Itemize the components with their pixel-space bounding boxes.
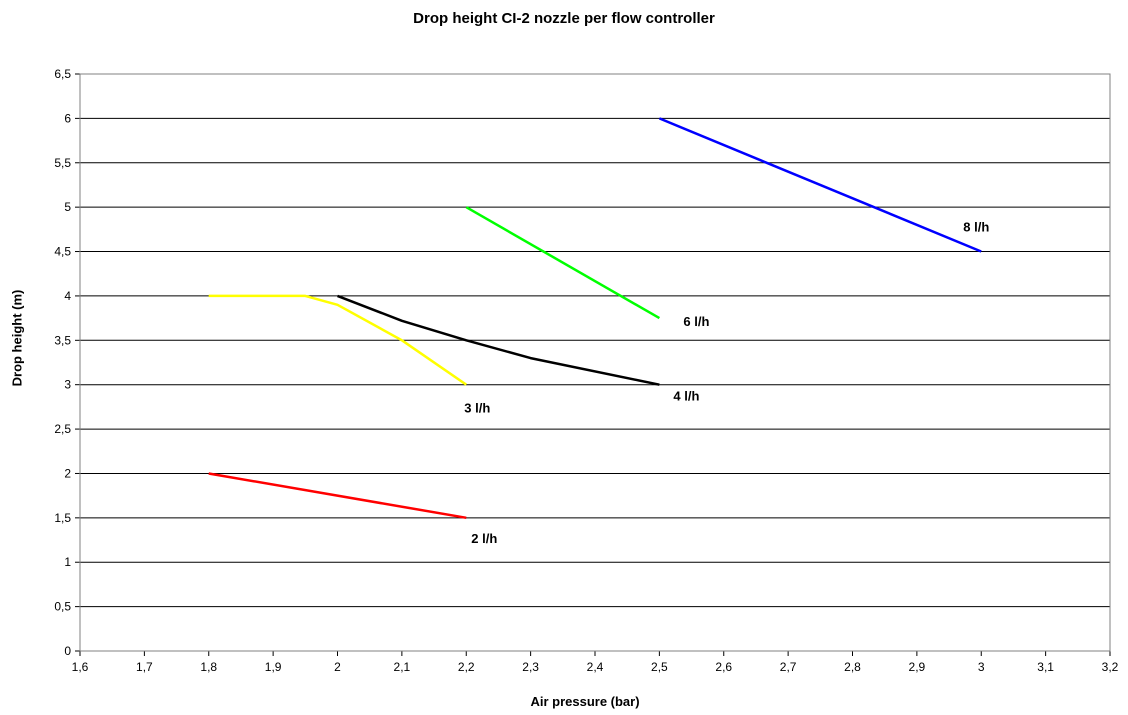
- x-tick-label: 2,7: [780, 660, 797, 674]
- x-tick-label: 3: [978, 660, 985, 674]
- series-line: [465, 206, 661, 320]
- x-axis-label: Air pressure (bar): [530, 694, 640, 709]
- x-tick-label: 2,9: [909, 660, 926, 674]
- series-label: 4 l/h: [673, 389, 699, 404]
- series-label: 6 l/h: [683, 314, 709, 329]
- y-tick-label: 0: [64, 644, 71, 658]
- chart-title: Drop height CI-2 nozzle per flow control…: [413, 10, 715, 27]
- gridlines: [80, 117, 1110, 608]
- x-tick-label: 2,3: [522, 660, 539, 674]
- x-tick-label: 2: [334, 660, 341, 674]
- x-tick-label: 1,9: [265, 660, 282, 674]
- series-line: [208, 472, 467, 520]
- x-tick-label: 2,6: [715, 660, 732, 674]
- y-tick-label: 4: [64, 289, 71, 303]
- series-label: 3 l/h: [464, 401, 490, 416]
- x-tick-label: 2,5: [651, 660, 668, 674]
- series-label: 8 l/h: [963, 220, 989, 235]
- y-tick-label: 3: [64, 378, 71, 392]
- y-tick-label: 2: [64, 466, 71, 480]
- y-tick-label: 5,5: [54, 156, 71, 170]
- y-tick-label: 0,5: [54, 600, 71, 614]
- y-tick-label: 5: [64, 200, 71, 214]
- series-labels: 2 l/h 3 l/h 4 l/h 6 l/h 8 l/h: [464, 220, 989, 546]
- x-tick-label: 2,8: [844, 660, 861, 674]
- plot-area-frame: [79, 73, 1111, 652]
- y-tick-label: 1: [64, 555, 71, 569]
- y-tick-label: 3,5: [54, 333, 71, 347]
- y-tick-label: 6,5: [54, 67, 71, 81]
- x-tick-label: 1,6: [72, 660, 89, 674]
- series-line: [658, 117, 982, 253]
- x-tick-label: 2,1: [394, 660, 411, 674]
- y-axis-ticks: 0 0,5 1 1,5 2 2,5 3 3,5 4 4,5 5 5,5 6 6,5: [54, 67, 80, 658]
- series-label: 2 l/h: [471, 531, 497, 546]
- x-tick-label: 2,4: [587, 660, 604, 674]
- y-tick-label: 6: [64, 111, 71, 125]
- series-lines: [208, 117, 982, 520]
- series-line: [337, 294, 660, 386]
- series-line: [208, 294, 468, 386]
- y-tick-label: 2,5: [54, 422, 71, 436]
- y-tick-label: 1,5: [54, 511, 71, 525]
- x-tick-label: 3,2: [1102, 660, 1119, 674]
- x-tick-label: 3,1: [1037, 660, 1054, 674]
- x-tick-label: 1,7: [136, 660, 153, 674]
- x-axis-ticks: 1,6 1,7 1,8 1,9 2 2,1 2,2 2,3 2,4 2,5 2,6 2,7 2,8 2,9…: [72, 651, 1119, 674]
- y-tick-label: 4,5: [54, 245, 71, 259]
- x-tick-label: 2,2: [458, 660, 475, 674]
- x-tick-label: 1,8: [200, 660, 217, 674]
